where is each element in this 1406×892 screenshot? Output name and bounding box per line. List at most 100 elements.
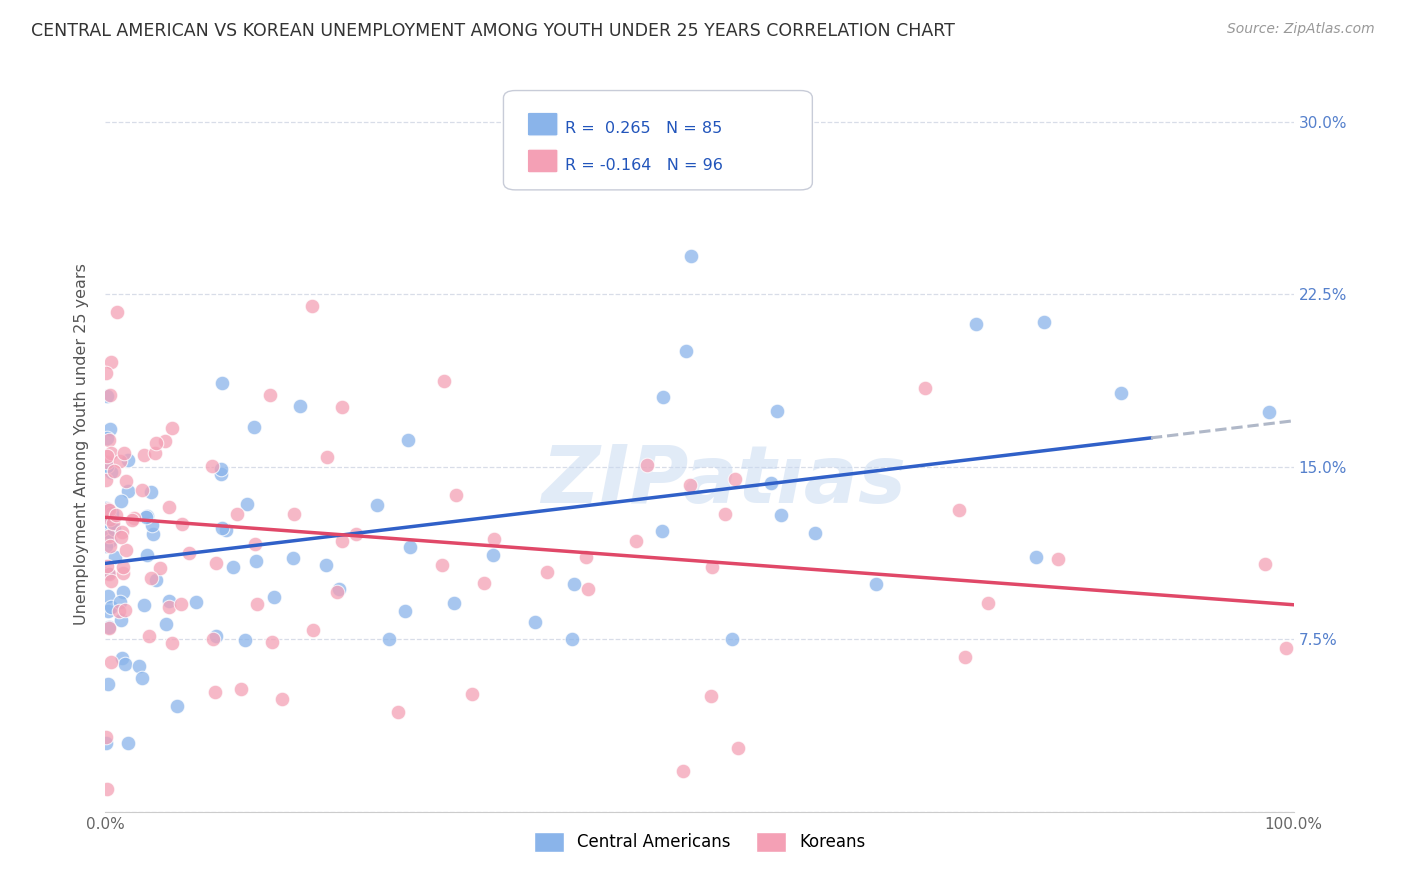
Point	[96, 458, 118, 473]
Point	[344, 527, 367, 541]
Point	[117, 484, 139, 499]
Point	[184, 595, 207, 609]
Point	[108, 604, 131, 618]
Point	[433, 374, 456, 388]
Point	[636, 458, 658, 473]
Point	[98, 512, 121, 526]
Point	[96, 449, 118, 463]
Point	[97, 501, 120, 516]
Point	[100, 465, 122, 479]
Point	[121, 513, 143, 527]
Point	[326, 584, 349, 599]
Text: Source: ZipAtlas.com: Source: ZipAtlas.com	[1227, 22, 1375, 37]
Point	[98, 620, 121, 634]
Point	[948, 503, 970, 517]
Point	[804, 526, 827, 541]
Point	[145, 574, 167, 588]
FancyBboxPatch shape	[503, 90, 813, 190]
Point	[259, 388, 281, 402]
Point	[1254, 557, 1277, 571]
Point	[221, 559, 243, 574]
Point	[562, 576, 585, 591]
Point	[96, 389, 118, 403]
Point	[157, 600, 180, 615]
Point	[229, 682, 252, 697]
Point	[104, 549, 127, 564]
Point	[110, 613, 132, 627]
Point	[139, 571, 162, 585]
Point	[461, 686, 484, 700]
Point	[482, 532, 505, 546]
Point	[262, 635, 284, 649]
Point	[536, 565, 558, 579]
Point	[97, 604, 120, 618]
Point	[105, 304, 128, 318]
Point	[98, 422, 121, 436]
Point	[211, 376, 233, 390]
Text: ZIPatıas: ZIPatıas	[541, 442, 905, 519]
Point	[700, 560, 723, 574]
Point	[117, 736, 139, 750]
Point	[652, 390, 675, 404]
Point	[1275, 640, 1298, 655]
Point	[98, 433, 121, 447]
Point	[243, 537, 266, 551]
Point	[114, 657, 136, 671]
Point	[328, 582, 350, 596]
Point	[1046, 552, 1069, 566]
Point	[115, 475, 138, 489]
Point	[135, 548, 157, 562]
Point	[209, 461, 232, 475]
Point	[179, 546, 201, 560]
Point	[482, 548, 505, 562]
Point	[263, 590, 285, 604]
Point	[651, 524, 673, 539]
Point	[111, 566, 134, 581]
Point	[205, 556, 228, 570]
Point	[108, 595, 131, 609]
Point	[430, 558, 453, 573]
Point	[681, 249, 703, 263]
Point	[215, 523, 238, 537]
Point	[1109, 385, 1132, 400]
Point	[770, 508, 793, 523]
Point	[131, 483, 153, 497]
Point	[132, 449, 155, 463]
Point	[103, 464, 125, 478]
Point	[141, 517, 163, 532]
Point	[301, 299, 323, 313]
Point	[111, 560, 134, 574]
Point	[236, 497, 259, 511]
Point	[211, 521, 233, 535]
Point	[624, 534, 647, 549]
Point	[100, 355, 122, 369]
Point	[283, 507, 305, 521]
Point	[153, 434, 176, 448]
Point	[97, 503, 120, 517]
Point	[977, 597, 1000, 611]
Point	[94, 501, 117, 516]
Point	[108, 454, 131, 468]
Point	[112, 446, 135, 460]
Point	[330, 400, 353, 414]
Point	[576, 582, 599, 596]
Point	[98, 516, 121, 530]
Point	[98, 566, 121, 581]
Point	[444, 488, 467, 502]
Point	[713, 507, 735, 521]
Point	[117, 452, 139, 467]
Point	[149, 561, 172, 575]
Point	[100, 600, 122, 615]
Point	[271, 691, 294, 706]
Point	[965, 317, 987, 331]
Point	[111, 524, 134, 539]
Point	[246, 597, 269, 611]
Point	[138, 629, 160, 643]
Point	[94, 473, 117, 487]
Point	[316, 450, 339, 464]
Point	[94, 539, 117, 553]
Point	[98, 539, 121, 553]
Point	[1258, 405, 1281, 419]
Point	[724, 472, 747, 486]
Point	[135, 509, 157, 524]
